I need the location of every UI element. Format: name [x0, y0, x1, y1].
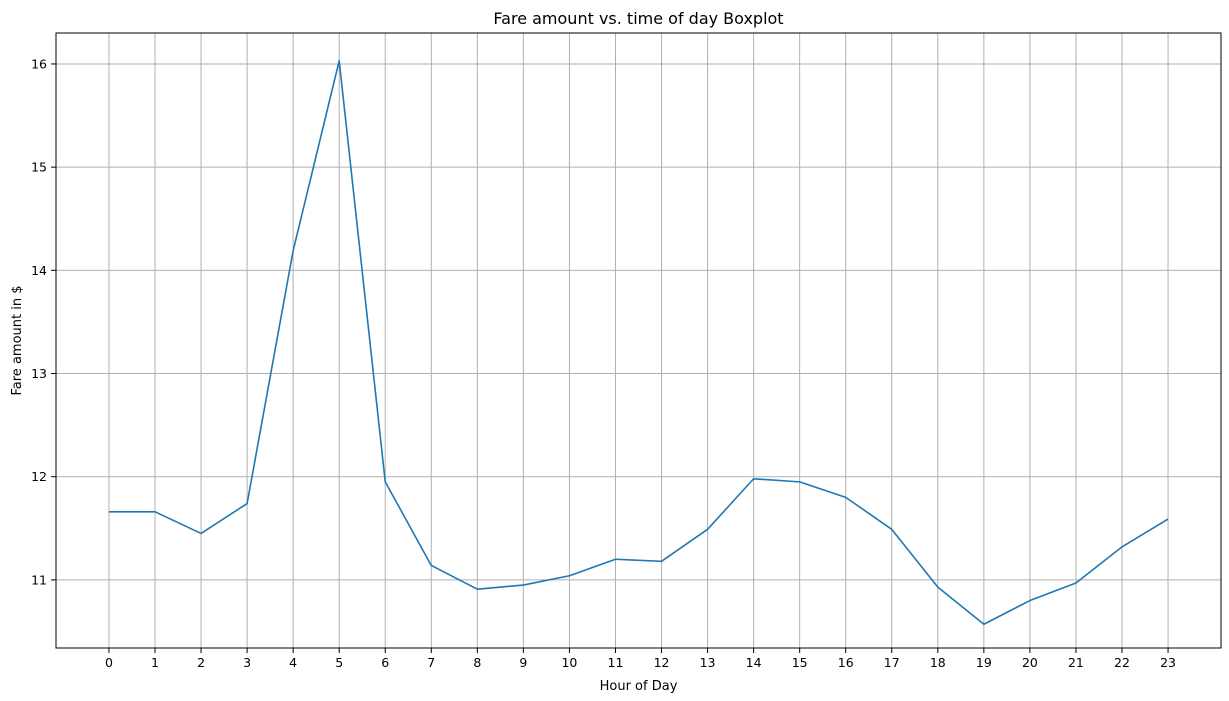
y-tick-label: 12 [31, 469, 47, 484]
y-tick-label: 13 [31, 366, 47, 381]
x-tick-label: 0 [105, 655, 113, 670]
x-tick-label: 4 [289, 655, 297, 670]
x-tick-label: 6 [381, 655, 389, 670]
x-tick-label: 16 [838, 655, 854, 670]
x-tick-label: 9 [519, 655, 527, 670]
y-tick-label: 15 [31, 160, 47, 175]
x-tick-label: 21 [1068, 655, 1084, 670]
x-tick-label: 3 [243, 655, 251, 670]
x-tick-label: 11 [608, 655, 624, 670]
grid-lines [56, 33, 1221, 648]
series-layer [108, 60, 1169, 626]
x-tick-label: 22 [1114, 655, 1130, 670]
x-tick-label: 8 [473, 655, 481, 670]
x-tick-label: 2 [197, 655, 205, 670]
x-tick-label: 13 [700, 655, 716, 670]
y-tick-label: 11 [31, 572, 47, 587]
x-tick-label: 18 [930, 655, 946, 670]
x-tick-label: 10 [561, 655, 577, 670]
chart-title: Fare amount vs. time of day Boxplot [493, 9, 783, 28]
x-tick-label: 15 [792, 655, 808, 670]
x-tick-label: 12 [654, 655, 670, 670]
x-tick-label: 14 [746, 655, 762, 670]
x-tick-label: 1 [151, 655, 159, 670]
axis-ticks: 0 1 2 3 4 5 6 7 8 9 10 11 12 13 14 15 16 17 18 19 20 21 22 2311… [31, 56, 1176, 670]
series-line [108, 60, 1169, 626]
y-axis-label: Fare amount in $ [10, 286, 25, 396]
x-tick-label: 19 [976, 655, 992, 670]
y-tick-label: 16 [31, 56, 47, 71]
x-tick-label: 23 [1160, 655, 1176, 670]
x-tick-label: 5 [335, 655, 343, 670]
plot-frame [55, 32, 1222, 649]
y-tick-label: 14 [31, 263, 47, 278]
x-tick-label: 20 [1022, 655, 1038, 670]
x-tick-label: 7 [427, 655, 435, 670]
x-axis-label: Hour of Day [600, 679, 678, 694]
x-tick-label: 17 [884, 655, 900, 670]
